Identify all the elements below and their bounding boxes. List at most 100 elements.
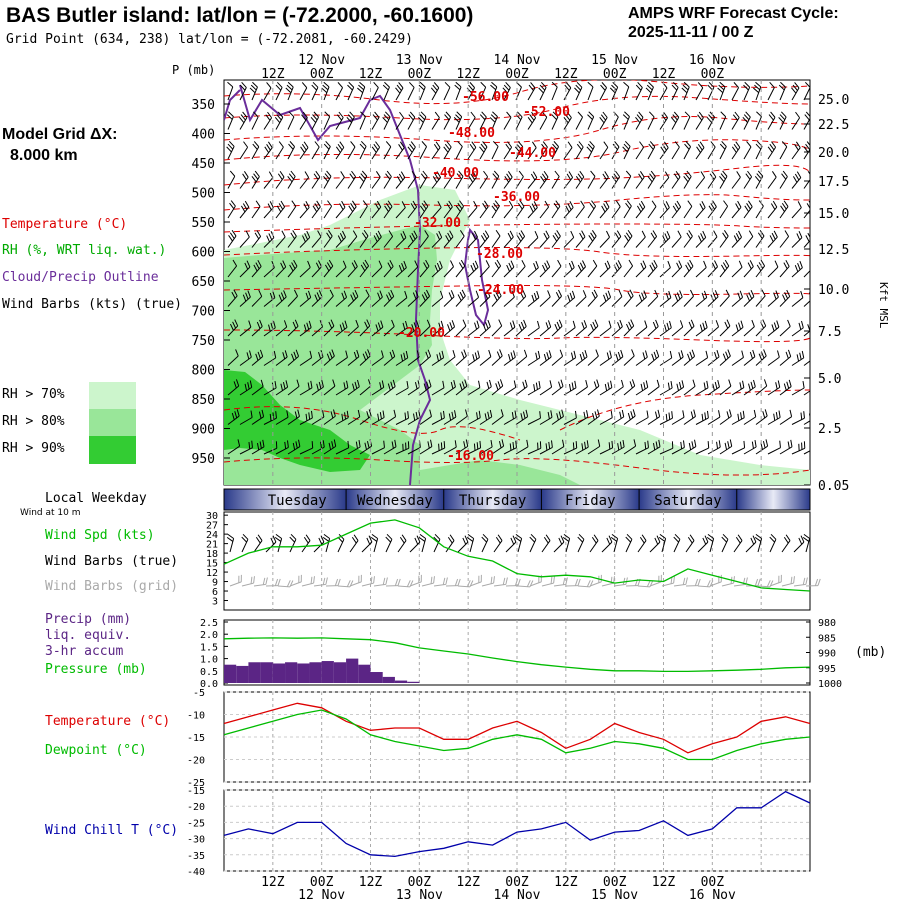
barb-staff [731, 266, 743, 278]
xs-wind-barb [743, 319, 755, 337]
barb-staff [467, 447, 481, 455]
barb-staff [575, 356, 588, 366]
barb-feather [519, 200, 525, 207]
xs-wind-barb [419, 200, 429, 219]
barb-feather [226, 536, 234, 542]
xs-wind-barb [683, 289, 694, 307]
barb-feather [265, 114, 271, 121]
barb-feather [792, 84, 798, 91]
barb-feather [461, 381, 465, 389]
barb-feather [803, 411, 805, 419]
xs-wind-barb [695, 111, 704, 130]
xs-wind-barb [419, 379, 432, 396]
barb-feather [604, 262, 609, 270]
barb-staff [731, 326, 744, 337]
true-wind-barb [466, 533, 475, 553]
xs-wind-barb [635, 171, 645, 189]
xs-wind-barb [622, 111, 630, 130]
barb-feather [389, 260, 394, 267]
barb-staff [647, 236, 658, 248]
barb-staff [611, 146, 620, 160]
barb-feather [674, 141, 680, 148]
true-wind-barb [361, 535, 373, 553]
barb-staff [491, 265, 502, 278]
barb-feather [805, 143, 810, 151]
barb-feather [242, 111, 248, 118]
grid-wind-barb [673, 577, 688, 587]
barb-staff [371, 296, 383, 307]
barb-feather [735, 203, 740, 210]
barb-staff [287, 146, 296, 160]
barb-staff [539, 206, 550, 219]
barb-staff [347, 146, 356, 160]
barb-feather [228, 140, 235, 147]
barb-staff [359, 445, 372, 455]
barb-feather [450, 381, 454, 389]
barb-staff [443, 146, 452, 160]
barb-staff [479, 87, 487, 101]
xs-wind-barb [551, 111, 559, 130]
barb-feather [622, 146, 628, 153]
barb-feather [350, 141, 356, 148]
barb-feather [535, 260, 539, 268]
barb-staff [431, 207, 442, 219]
barb-staff [743, 176, 753, 189]
barb-feather [261, 409, 265, 417]
barb-feather [606, 230, 610, 238]
barb-feather [655, 349, 660, 357]
barb-staff [251, 386, 264, 396]
xs-wind-barb [647, 111, 655, 130]
barb-feather [538, 381, 541, 389]
barb-feather [410, 203, 416, 210]
barb-feather [476, 320, 480, 328]
barb-staff [359, 176, 368, 189]
barb-feather [500, 409, 504, 417]
barb-staff [515, 296, 527, 307]
barb-feather [323, 81, 330, 88]
barb-feather [803, 146, 809, 153]
barb-feather [722, 170, 728, 177]
barb-feather [549, 380, 553, 388]
xs-wind-barb [659, 171, 670, 189]
xs-wind-barb [467, 290, 480, 307]
barb-staff [791, 177, 802, 189]
barb-staff [431, 357, 444, 366]
barb-feather [639, 141, 645, 148]
barb-staff [287, 176, 296, 189]
barb-staff [419, 325, 431, 337]
barb-feather [745, 577, 748, 585]
barb-staff [349, 540, 359, 553]
barb-staff [371, 236, 382, 248]
barb-feather [465, 409, 468, 417]
barb-feather [364, 442, 367, 450]
xs-wind-barb [321, 81, 330, 101]
barb-staff [515, 386, 528, 396]
xs-wind-barb [443, 320, 456, 337]
xs-wind-barb [743, 230, 754, 248]
barb-feather [423, 200, 429, 207]
barb-staff [383, 146, 392, 160]
xs-wind-barb [239, 230, 250, 248]
xs-wind-barb [623, 259, 634, 278]
barb-feather [308, 412, 311, 420]
xs-wind-barb [227, 289, 238, 307]
barb-feather [311, 84, 317, 91]
xs-wind-barb [767, 380, 781, 396]
barb-feather [735, 324, 739, 332]
barb-feather [673, 576, 675, 584]
barb-feather [579, 232, 584, 240]
barb-feather [781, 202, 787, 210]
barb-staff [719, 205, 729, 219]
xs-wind-barb [743, 409, 757, 425]
barb-feather [303, 203, 308, 210]
barb-feather [666, 231, 671, 238]
barb-feather [486, 290, 491, 297]
barb-staff [385, 539, 393, 553]
barb-feather [605, 292, 609, 300]
barb-feather [714, 260, 718, 267]
barb-feather [350, 294, 354, 302]
barb-staff [743, 116, 751, 130]
barb-feather [690, 319, 695, 327]
xs-wind-barb [779, 289, 791, 307]
grid-wind-barb [229, 574, 242, 587]
